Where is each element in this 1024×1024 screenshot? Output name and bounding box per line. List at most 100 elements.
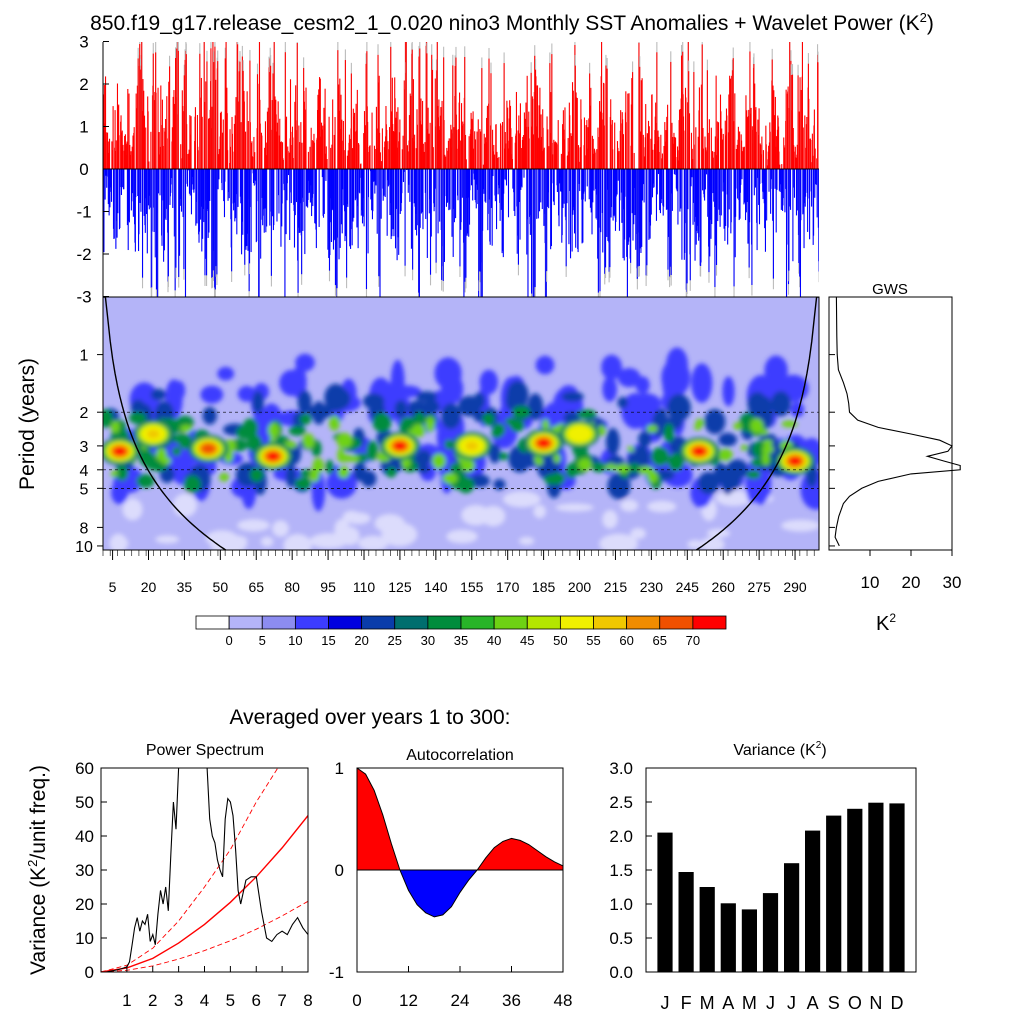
anomaly-bar — [324, 153, 327, 169]
anomaly-bar — [260, 169, 262, 220]
anomaly-bar — [470, 169, 473, 186]
anomaly-bar — [429, 169, 431, 200]
anomaly-bar — [525, 126, 527, 169]
anomaly-bar — [115, 140, 117, 169]
anomaly-bar — [572, 90, 574, 169]
anomaly-bar — [741, 169, 743, 180]
anomaly-bar — [526, 169, 528, 255]
anomaly-bar — [416, 169, 418, 236]
anomaly-bar — [323, 107, 325, 169]
anomaly-bar — [355, 130, 358, 169]
wavelet-band-blob — [605, 428, 620, 456]
wavelet-band-blob — [444, 439, 454, 450]
anomaly-bar — [462, 123, 464, 169]
anomaly-bar — [270, 65, 272, 169]
anomaly-bar — [770, 169, 772, 180]
anomaly-bar — [596, 149, 598, 169]
wavelet-band-blob — [297, 390, 312, 414]
anomaly-bar — [216, 169, 218, 275]
anomaly-bar — [273, 169, 275, 226]
anomaly-bar — [726, 115, 728, 169]
anomaly-bar — [476, 169, 478, 185]
anomaly-bar — [116, 83, 119, 169]
anomaly-bar — [492, 169, 494, 177]
wavelet-band-blob — [431, 453, 446, 469]
anomaly-bar — [710, 169, 712, 239]
power-spectrum-ticks: 0 10 20 30 40 50 60 1 2 3 4 5 6 7 8 — [75, 759, 313, 1010]
wavelet-band-blob — [617, 368, 641, 388]
anomaly-bar — [680, 55, 683, 170]
anomaly-bar — [813, 169, 815, 236]
wavelet-hotspot — [393, 441, 407, 451]
anomaly-bar — [126, 141, 128, 169]
anomaly-bar — [139, 169, 141, 203]
wavelet-band-blob — [492, 423, 506, 437]
anomaly-bar — [659, 169, 661, 214]
wavelet-band-blob — [721, 468, 735, 495]
monthly-variance-title: Variance (K2) — [733, 740, 826, 759]
anomaly-bar — [581, 169, 583, 244]
colorbar-swatch — [593, 615, 628, 630]
wavelet-band-blob — [578, 458, 592, 471]
wavelet-band-blob — [434, 357, 462, 390]
anomaly-bar — [537, 137, 539, 169]
wavelet-band-blob — [775, 396, 787, 415]
wavelet-band-blob — [527, 393, 544, 421]
wavelet-band-blob — [750, 458, 765, 468]
anomaly-bar — [728, 169, 730, 210]
anomaly-bar — [631, 169, 633, 214]
anomaly-bar — [599, 111, 601, 169]
anomaly-bar — [815, 169, 817, 185]
anomaly-bar — [606, 68, 608, 169]
anomaly-bar — [728, 94, 730, 169]
anomaly-bar — [259, 123, 261, 169]
anomaly-bar — [453, 127, 455, 169]
anomaly-bar — [172, 169, 174, 208]
anomaly-bar — [651, 169, 654, 198]
power-spectrum-x-tick-label: 1 — [122, 991, 131, 1010]
monthly-variance-x-label: D — [891, 993, 904, 1013]
anomaly-bar — [344, 60, 346, 169]
power-spectrum-x-tick-label: 8 — [303, 991, 312, 1010]
anomaly-bar — [622, 119, 624, 169]
anomaly-bar — [666, 116, 668, 169]
anomaly-bar — [481, 68, 483, 169]
wavelet-hotspot — [201, 444, 215, 454]
anomaly-bar — [597, 127, 599, 169]
anomaly-bar — [448, 138, 450, 169]
anomaly-bar — [482, 164, 484, 169]
anomaly-bar — [396, 169, 398, 261]
anomaly-bar — [426, 169, 428, 258]
anomaly-bar — [451, 169, 453, 237]
anomaly-bar — [550, 92, 552, 169]
anomaly-bar — [612, 149, 614, 169]
anomaly-bar — [272, 73, 274, 169]
anomaly-bar — [507, 107, 509, 169]
anomaly-bar — [388, 169, 390, 185]
anomaly-bar — [188, 149, 190, 169]
anomaly-bar — [264, 169, 266, 209]
anomaly-bar — [484, 137, 486, 169]
anomaly-bar — [497, 157, 499, 169]
anomaly-bar — [342, 120, 344, 169]
anomaly-bar — [641, 78, 643, 169]
anomaly-bar — [309, 146, 311, 169]
anomaly-bar — [677, 169, 679, 225]
red-noise-lower-line — [101, 900, 308, 972]
anomaly-bar — [463, 169, 465, 297]
anomaly-bar — [184, 59, 186, 169]
anomaly-bar — [233, 123, 235, 169]
anomaly-bar — [254, 152, 256, 169]
anomaly-bar — [290, 169, 292, 204]
anomaly-bar — [367, 121, 369, 169]
anomaly-bar — [108, 141, 110, 169]
anomaly-bar — [461, 125, 463, 169]
anomaly-bar — [295, 130, 297, 169]
anomaly-bar — [486, 105, 488, 169]
wavelet-band-blob — [237, 385, 256, 402]
anomaly-bar — [706, 70, 708, 169]
anomaly-bar — [653, 169, 655, 187]
wavelet-band-blob — [172, 433, 193, 444]
anomaly-bar — [566, 169, 568, 204]
anomaly-bar — [664, 141, 666, 169]
